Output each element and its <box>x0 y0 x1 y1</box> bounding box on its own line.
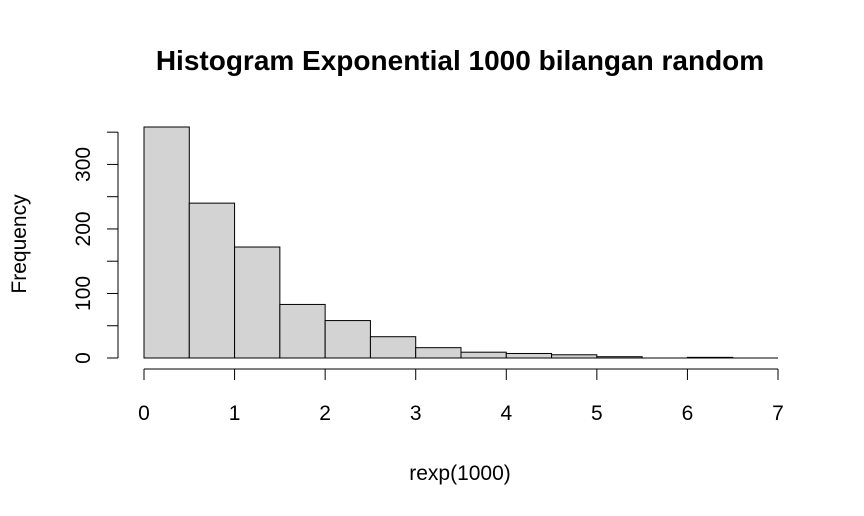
x-tick-label: 3 <box>410 402 422 425</box>
y-axis-label: Frequency <box>8 194 31 294</box>
x-tick-label: 1 <box>229 402 241 425</box>
histogram-bar-0 <box>143 126 190 359</box>
histogram-bar-3 <box>279 303 326 359</box>
y-tick-label: 100 <box>72 276 95 311</box>
histogram-bar-9 <box>551 354 598 359</box>
y-axis: 0 100 200 300 <box>72 131 119 364</box>
x-tick-label: 2 <box>319 402 331 425</box>
histogram-bar-2 <box>234 246 281 359</box>
histogram-bar-7 <box>460 351 507 359</box>
bars-group <box>143 126 778 359</box>
histogram-bar-4 <box>324 320 371 359</box>
y-tick-label: 300 <box>72 147 95 182</box>
x-tick-label: 6 <box>682 402 694 425</box>
histogram-bar-12 <box>686 356 734 359</box>
histogram-bar-1 <box>188 202 236 359</box>
histogram-bar-8 <box>505 352 553 359</box>
histogram-bar-6 <box>415 347 462 359</box>
x-tick-label: 7 <box>772 402 784 425</box>
histogram-bar-10 <box>596 356 643 359</box>
x-tick-label: 4 <box>500 402 512 425</box>
x-tick-label: 0 <box>138 402 150 425</box>
chart-title: Histogram Exponential 1000 bilangan rand… <box>156 45 764 76</box>
x-axis: 0 1 2 3 4 5 6 7 <box>138 368 784 425</box>
y-tick-label: 0 <box>72 352 95 364</box>
histogram-bar-5 <box>369 336 417 359</box>
y-tick-label: 200 <box>72 211 95 246</box>
x-tick-label: 5 <box>591 402 603 425</box>
x-axis-label: rexp(1000) <box>409 462 511 485</box>
